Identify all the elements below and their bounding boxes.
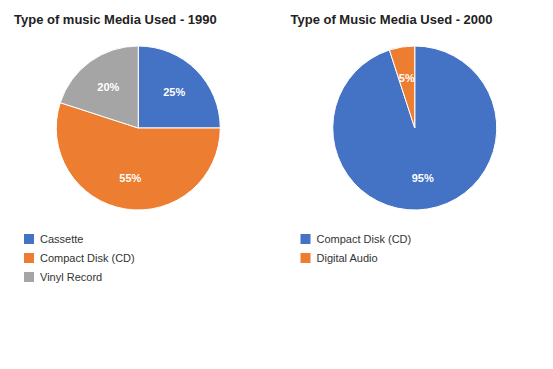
legend-label: Cassette	[40, 233, 83, 245]
data-label: 55%	[119, 172, 141, 184]
title: Type of Music Media Used - 2000	[291, 12, 493, 27]
legend: Compact Disk (CD) Digital Audio	[301, 233, 412, 264]
legend-item: Vinyl Record	[24, 271, 102, 283]
data-label: 95%	[412, 172, 434, 184]
pie: 25% 55% 20%	[56, 46, 220, 210]
legend-item: Cassette	[24, 233, 83, 245]
pie-slice	[138, 46, 220, 128]
legend: Cassette Compact Disk (CD) Vinyl Record	[24, 233, 135, 283]
legend-swatch	[24, 253, 34, 263]
legend-label: Vinyl Record	[40, 271, 102, 283]
pie-panel: Type of music Media Used - 1990 25% 55% 20%…	[14, 12, 220, 283]
legend-label: Compact Disk (CD)	[317, 233, 412, 245]
legend-swatch	[24, 234, 34, 244]
figure: Type of music Media Used - 1990 25% 55% 20%…	[0, 0, 553, 369]
legend-item: Compact Disk (CD)	[24, 252, 135, 264]
legend-label: Digital Audio	[317, 252, 378, 264]
pie: 95% 5%	[333, 46, 497, 210]
legend-item: Compact Disk (CD)	[301, 233, 412, 245]
title: Type of music Media Used - 1990	[14, 12, 217, 27]
data-label: 20%	[97, 81, 119, 93]
legend-swatch	[301, 234, 311, 244]
legend-swatch	[301, 253, 311, 263]
data-label: 5%	[399, 72, 415, 84]
chart-root: Type of music Media Used - 1990 25% 55% 20%…	[0, 0, 553, 369]
pie-slice	[60, 46, 138, 128]
legend-item: Digital Audio	[301, 252, 378, 264]
data-label: 25%	[163, 86, 185, 98]
legend-label: Compact Disk (CD)	[40, 252, 135, 264]
pie-panel: Type of Music Media Used - 2000 95% 5% Comp…	[291, 12, 497, 264]
legend-swatch	[24, 272, 34, 282]
pie-slice	[389, 46, 414, 128]
pie-slice	[333, 46, 497, 210]
